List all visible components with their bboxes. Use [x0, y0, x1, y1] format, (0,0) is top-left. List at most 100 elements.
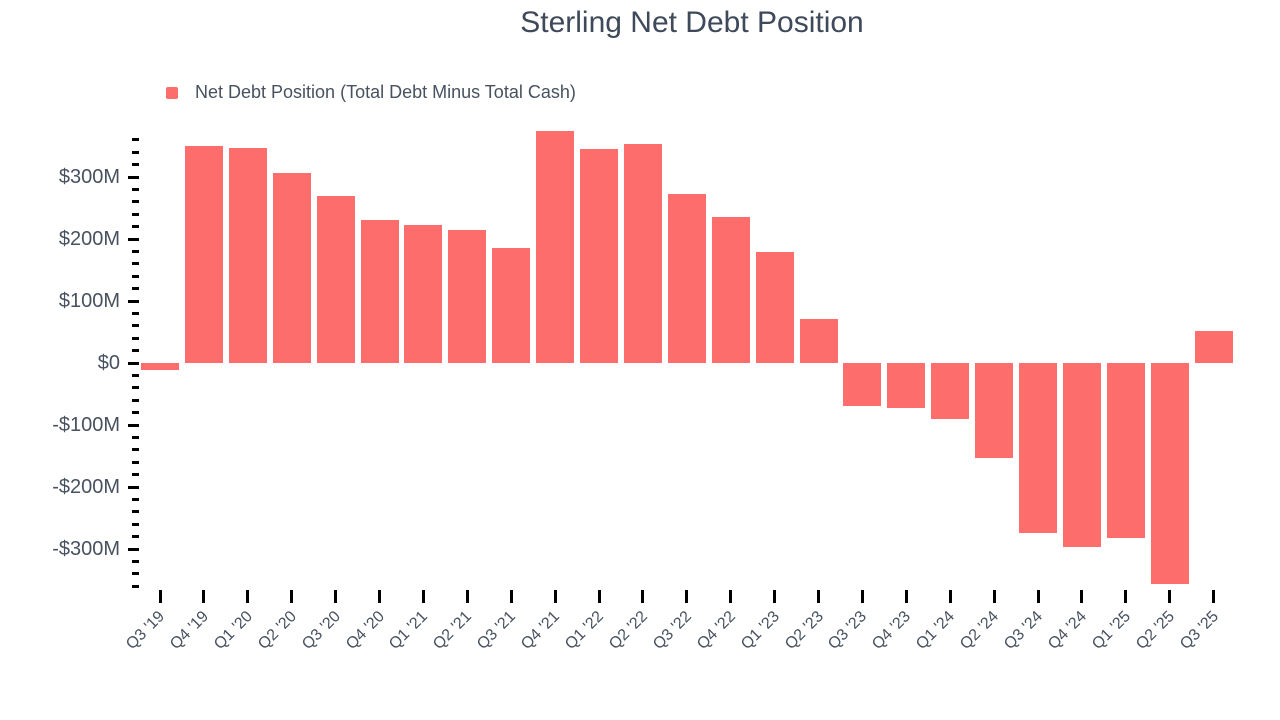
bar-q3-24[interactable] [1019, 363, 1057, 533]
x-axis-label: Q3 '19 [123, 608, 169, 654]
bar-q4-23[interactable] [887, 363, 926, 409]
bar-q4-24[interactable] [1062, 363, 1101, 547]
y-axis-label: -$300M [52, 538, 120, 560]
x-axis-tick [421, 590, 425, 603]
bar-q3-20[interactable] [316, 195, 355, 363]
bar-q2-23[interactable] [799, 318, 838, 363]
y-axis-major-tick [128, 547, 139, 551]
x-axis-tick [992, 590, 996, 603]
x-axis-tick [290, 590, 294, 603]
x-axis-tick [378, 590, 381, 603]
y-axis-major-tick [128, 299, 139, 303]
chart-title: Sterling Net Debt Position [520, 6, 864, 39]
y-axis-label: $100M [58, 290, 120, 312]
x-axis-tick [597, 590, 601, 603]
y-axis-minor-tick [132, 138, 139, 142]
bar-q1-20[interactable] [228, 148, 267, 363]
x-axis-label: Q3 '21 [474, 608, 520, 654]
y-axis-minor-tick [132, 311, 139, 315]
y-axis-major-tick [128, 423, 139, 427]
y-axis-label: $300M [58, 166, 120, 188]
y-axis-minor-tick [132, 435, 139, 439]
bar-q4-21[interactable] [536, 131, 575, 363]
y-axis-minor-tick [132, 473, 139, 477]
bar-q1-21[interactable] [404, 224, 443, 363]
legend-label: Net Debt Position (Total Debt Minus Tota… [195, 82, 576, 102]
bar-q3-22[interactable] [667, 193, 706, 363]
y-axis-minor-tick [132, 522, 139, 526]
y-axis-label: $200M [58, 228, 120, 250]
x-axis-tick [158, 590, 162, 603]
y-axis-minor-tick [132, 287, 139, 291]
x-axis-label: Q3 '22 [649, 608, 695, 654]
y-axis-minor-tick [132, 572, 139, 576]
x-axis-label: Q3 '20 [298, 608, 344, 654]
x-axis-label: Q3 '23 [825, 608, 871, 654]
x-axis-label: Q4 '24 [1044, 608, 1090, 654]
bar-q1-22[interactable] [580, 149, 618, 363]
x-axis-tick [729, 590, 733, 603]
bar-q3-19[interactable] [141, 363, 179, 371]
x-axis-tick [1036, 590, 1040, 603]
x-axis-tick [246, 590, 250, 603]
bar-q1-25[interactable] [1106, 363, 1145, 538]
bar-q2-25[interactable] [1150, 363, 1189, 584]
y-axis-minor-tick [132, 398, 139, 402]
bar-q2-22[interactable] [623, 144, 662, 363]
bar-q3-25[interactable] [1194, 330, 1233, 363]
x-axis-label: Q2 '23 [781, 608, 827, 654]
y-axis-minor-tick [132, 460, 139, 464]
x-axis-label: Q4 '20 [342, 608, 388, 654]
bar-q3-23[interactable] [843, 363, 882, 406]
x-axis-label: Q1 '22 [562, 608, 608, 654]
x-axis-label: Q4 '22 [693, 608, 739, 654]
x-axis-label: Q2 '25 [1132, 608, 1178, 654]
y-axis-label: $0 [97, 352, 120, 374]
x-axis-label: Q1 '23 [737, 608, 783, 654]
bar-q2-21[interactable] [448, 229, 487, 363]
x-axis-label: Q2 '21 [430, 608, 476, 654]
bar-q1-23[interactable] [755, 252, 794, 363]
legend-swatch-icon [166, 86, 178, 99]
x-axis-tick [1168, 590, 1172, 603]
y-axis-label: -$100M [52, 414, 120, 436]
x-axis-label: Q1 '24 [913, 608, 959, 654]
bar-q1-24[interactable] [931, 363, 970, 419]
y-axis-minor-tick [132, 559, 139, 563]
x-axis-tick [860, 590, 864, 603]
y-axis-minor-tick [132, 262, 139, 266]
bar-q2-20[interactable] [272, 172, 311, 363]
x-axis-label: Q4 '21 [518, 608, 564, 654]
bar-q2-24[interactable] [975, 363, 1014, 458]
x-axis-label: Q3 '24 [1001, 608, 1047, 654]
y-axis-minor-tick [132, 225, 139, 229]
x-axis-tick [685, 590, 689, 603]
y-axis-minor-tick [132, 349, 139, 353]
y-axis-major-tick [128, 361, 139, 365]
x-axis-tick [817, 590, 820, 603]
y-axis-minor-tick [132, 411, 139, 415]
bar-q4-22[interactable] [711, 217, 750, 363]
y-axis-major-tick [128, 237, 139, 241]
x-axis-label: Q4 '19 [166, 608, 212, 654]
y-axis-minor-tick [132, 336, 139, 340]
y-axis-minor-tick [132, 535, 139, 539]
y-axis-minor-tick [132, 584, 139, 588]
x-axis-tick [773, 590, 777, 603]
y-axis-label: -$200M [52, 476, 120, 498]
bar-q4-20[interactable] [360, 219, 399, 363]
x-axis-tick [553, 590, 557, 603]
x-axis-tick [641, 590, 645, 603]
x-axis-tick [1212, 590, 1216, 603]
x-axis-tick [1124, 590, 1128, 603]
y-axis-minor-tick [132, 200, 139, 204]
y-axis-minor-tick [132, 187, 139, 191]
x-axis-label: Q1 '21 [386, 608, 432, 654]
x-axis-tick [1080, 590, 1084, 603]
y-axis-minor-tick [132, 373, 139, 377]
bar-q3-21[interactable] [492, 247, 531, 363]
x-axis-tick [465, 590, 469, 603]
x-axis-tick [334, 590, 338, 603]
bar-q4-19[interactable] [184, 146, 223, 363]
x-axis-label: Q2 '22 [605, 608, 651, 654]
